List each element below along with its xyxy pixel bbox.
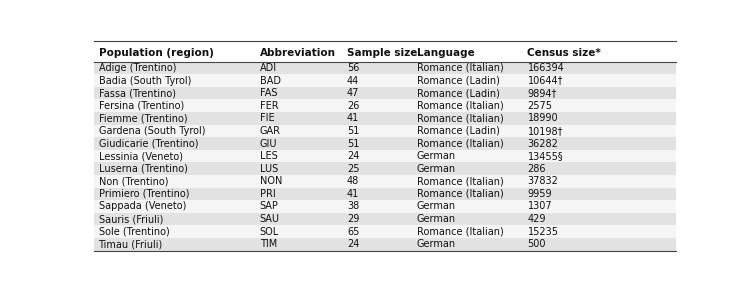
Text: 1307: 1307: [527, 201, 552, 212]
Bar: [94, 74, 676, 87]
Text: German: German: [417, 151, 456, 161]
Bar: [94, 175, 676, 188]
Text: Gardena (South Tyrol): Gardena (South Tyrol): [98, 126, 205, 136]
Text: German: German: [417, 201, 456, 212]
Text: Fassa (Trentino): Fassa (Trentino): [98, 88, 176, 98]
Text: Population (region): Population (region): [98, 48, 213, 58]
Text: TIM: TIM: [260, 239, 277, 249]
Bar: [94, 62, 676, 74]
Text: LES: LES: [260, 151, 278, 161]
Text: Romance (Ladin): Romance (Ladin): [417, 88, 499, 98]
Text: 37832: 37832: [527, 176, 558, 186]
Text: SOL: SOL: [260, 227, 279, 237]
Text: 26: 26: [347, 101, 360, 111]
Text: 44: 44: [347, 76, 359, 85]
Text: Romance (Italian): Romance (Italian): [417, 63, 504, 73]
Text: German: German: [417, 239, 456, 249]
Text: 9959: 9959: [527, 189, 552, 199]
Bar: [94, 200, 676, 213]
Text: Fersina (Trentino): Fersina (Trentino): [98, 101, 184, 111]
Text: 48: 48: [347, 176, 359, 186]
Text: LUS: LUS: [260, 164, 278, 174]
Bar: [94, 125, 676, 137]
Text: Romance (Italian): Romance (Italian): [417, 113, 504, 123]
Text: 166394: 166394: [527, 63, 564, 73]
Text: Primiero (Trentino): Primiero (Trentino): [98, 189, 189, 199]
Bar: [94, 213, 676, 225]
Text: PRI: PRI: [260, 189, 276, 199]
Text: FER: FER: [260, 101, 279, 111]
Text: Adige (Trentino): Adige (Trentino): [98, 63, 176, 73]
Text: Sappada (Veneto): Sappada (Veneto): [98, 201, 186, 212]
Text: Romance (Ladin): Romance (Ladin): [417, 126, 499, 136]
Text: 9894†: 9894†: [527, 88, 556, 98]
Text: SAP: SAP: [260, 201, 279, 212]
Bar: [94, 188, 676, 200]
Text: German: German: [417, 214, 456, 224]
Text: SAU: SAU: [260, 214, 280, 224]
Text: Luserna (Trentino): Luserna (Trentino): [98, 164, 188, 174]
Text: Romance (Italian): Romance (Italian): [417, 189, 504, 199]
Text: 65: 65: [347, 227, 360, 237]
Bar: [94, 41, 676, 62]
Text: Sole (Trentino): Sole (Trentino): [98, 227, 169, 237]
Bar: [94, 162, 676, 175]
Text: 13455§: 13455§: [527, 151, 563, 161]
Text: Sauris (Friuli): Sauris (Friuli): [98, 214, 163, 224]
Text: 24: 24: [347, 239, 360, 249]
Text: 286: 286: [527, 164, 546, 174]
Text: Romance (Italian): Romance (Italian): [417, 227, 504, 237]
Text: GAR: GAR: [260, 126, 281, 136]
Text: Giudicarie (Trentino): Giudicarie (Trentino): [98, 139, 198, 149]
Text: Lessinia (Veneto): Lessinia (Veneto): [98, 151, 182, 161]
Text: 15235: 15235: [527, 227, 559, 237]
Text: 51: 51: [347, 126, 360, 136]
Text: Language: Language: [417, 48, 475, 58]
Text: 51: 51: [347, 139, 360, 149]
Bar: [94, 225, 676, 238]
Text: 25: 25: [347, 164, 360, 174]
Bar: [94, 150, 676, 162]
Text: Romance (Italian): Romance (Italian): [417, 176, 504, 186]
Text: 10644†: 10644†: [527, 76, 563, 85]
Text: 38: 38: [347, 201, 359, 212]
Text: 18990: 18990: [527, 113, 558, 123]
Text: Romance (Italian): Romance (Italian): [417, 101, 504, 111]
Text: Badia (South Tyrol): Badia (South Tyrol): [98, 76, 191, 85]
Bar: [94, 99, 676, 112]
Text: FAS: FAS: [260, 88, 277, 98]
Bar: [94, 137, 676, 150]
Text: ADI: ADI: [260, 63, 277, 73]
Text: Fiemme (Trentino): Fiemme (Trentino): [98, 113, 187, 123]
Text: 47: 47: [347, 88, 360, 98]
Text: 41: 41: [347, 189, 359, 199]
Text: 41: 41: [347, 113, 359, 123]
Text: 29: 29: [347, 214, 360, 224]
Text: NON: NON: [260, 176, 282, 186]
Text: Sample size: Sample size: [347, 48, 418, 58]
Text: 2575: 2575: [527, 101, 553, 111]
Bar: [94, 238, 676, 250]
Text: 429: 429: [527, 214, 546, 224]
Text: 36282: 36282: [527, 139, 558, 149]
Text: 10198†: 10198†: [527, 126, 563, 136]
Text: Abbreviation: Abbreviation: [260, 48, 336, 58]
Text: Non (Trentino): Non (Trentino): [98, 176, 168, 186]
Bar: [94, 112, 676, 125]
Text: GIU: GIU: [260, 139, 277, 149]
Text: Timau (Friuli): Timau (Friuli): [98, 239, 163, 249]
Text: Census size*: Census size*: [527, 48, 602, 58]
Text: German: German: [417, 164, 456, 174]
Bar: [94, 87, 676, 99]
Text: 24: 24: [347, 151, 360, 161]
Text: 500: 500: [527, 239, 546, 249]
Text: BAD: BAD: [260, 76, 281, 85]
Text: Romance (Ladin): Romance (Ladin): [417, 76, 499, 85]
Text: Romance (Italian): Romance (Italian): [417, 139, 504, 149]
Text: FIE: FIE: [260, 113, 274, 123]
Text: 56: 56: [347, 63, 360, 73]
